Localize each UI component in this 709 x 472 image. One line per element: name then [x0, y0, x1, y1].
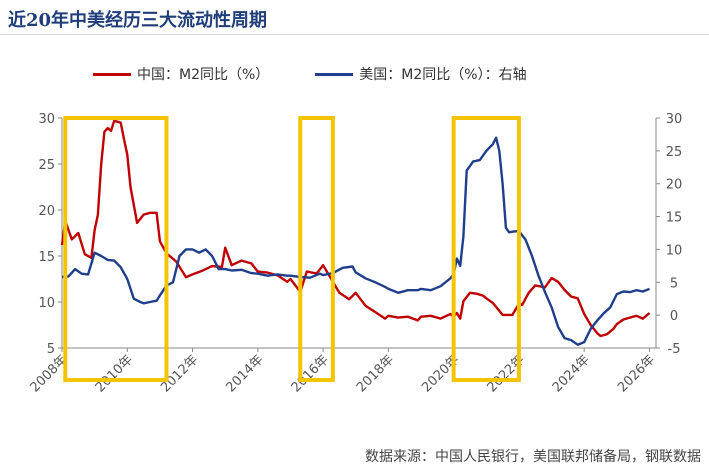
right-axis-tick-label: 5	[670, 276, 678, 291]
highlight-box-1	[63, 116, 169, 382]
right-axis-tick-label: 20	[666, 178, 683, 193]
china-m2-line	[60, 119, 651, 338]
right-axis-tick-label: 25	[666, 145, 683, 160]
legend-swatch-us	[315, 72, 354, 76]
x-axis-tick-label: 2014年	[223, 352, 266, 395]
left-axis-tick-label: 25	[38, 158, 55, 173]
right-axis-tick-label: 30	[666, 112, 683, 127]
legend-item-china: 中国：M2同比（%）	[93, 64, 269, 84]
right-axis-tick-label: -5	[668, 342, 681, 357]
x-axis-tick-label: 2026年	[615, 352, 658, 395]
x-axis-tick-label: 2018年	[354, 352, 397, 395]
legend: 中国：M2同比（%） 美国：M2同比（%）：右轴	[93, 64, 573, 84]
x-axis-tick-label: 2022年	[485, 352, 528, 395]
highlight-box-3	[451, 116, 521, 382]
left-axis-tick-label: 20	[38, 204, 55, 219]
right-axis-tick-label: 15	[666, 211, 683, 226]
source-note: 数据来源：中国人民银行，美国联邦储备局，钢联数据	[365, 449, 701, 465]
legend-swatch-china	[93, 72, 131, 76]
left-axis-tick-label: 15	[38, 250, 55, 265]
legend-label-china: 中国：M2同比（%）	[137, 67, 270, 83]
legend-item-us: 美国：M2同比（%）：右轴	[315, 64, 527, 84]
left-axis-tick-label: 30	[38, 112, 55, 127]
x-axis-tick-label: 2016年	[289, 352, 332, 395]
us-m2-line	[61, 136, 650, 346]
x-axis-tick-label: 2024年	[550, 352, 593, 395]
title-divider	[0, 34, 709, 35]
left-axis-tick-label: 5	[47, 342, 55, 357]
highlight-box-2	[298, 116, 335, 382]
x-axis-tick-label: 2020年	[419, 352, 462, 395]
left-axis-tick-label: 10	[38, 296, 55, 311]
legend-label-us: 美国：M2同比（%）：右轴	[359, 67, 527, 83]
right-axis-tick-label: 0	[670, 309, 678, 324]
right-axis-tick-label: 10	[666, 243, 683, 258]
chart-title: 近20年中美经历三大流动性周期	[8, 10, 268, 31]
x-axis-tick-label: 2010年	[93, 352, 136, 395]
